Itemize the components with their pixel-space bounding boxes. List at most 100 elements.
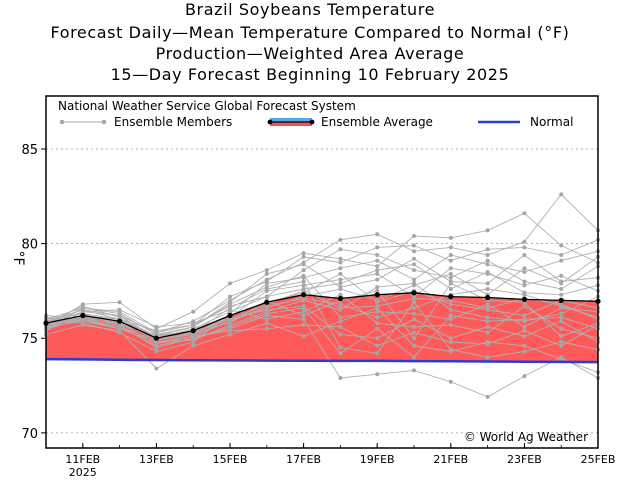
ensemble-member-point xyxy=(80,309,85,314)
ensemble-member-point xyxy=(522,349,527,354)
legend-average-swatch xyxy=(267,118,315,126)
ensemble-member-point xyxy=(412,343,416,348)
legend-item-normal: Normal xyxy=(530,115,573,129)
ensemble-member-point xyxy=(301,254,306,259)
ensemble-member-point xyxy=(117,326,122,331)
ensemble-member-point xyxy=(338,277,343,282)
copyright-annotation: © World Ag Weather xyxy=(464,430,588,444)
ensemble-member-line xyxy=(45,282,599,339)
chart-title: Brazil Soybeans Temperature xyxy=(184,0,436,19)
ensemble-member-point xyxy=(412,300,416,305)
ensemble-member-point xyxy=(522,324,527,329)
legend: National Weather Service Global Forecast… xyxy=(58,99,573,129)
ensemble-member-point xyxy=(448,298,453,303)
ensemble-member-point xyxy=(485,355,490,360)
ensemble-member-point xyxy=(375,264,380,269)
ensemble-member-point xyxy=(485,270,490,274)
ensemble-member-point xyxy=(485,287,490,291)
ensemble-member-point xyxy=(448,340,453,344)
ensemble-member-point xyxy=(228,324,232,329)
ensemble-member-point xyxy=(301,306,306,310)
ensemble-average-point xyxy=(227,312,233,319)
ensemble-member-point xyxy=(559,273,564,278)
ensemble-member-point xyxy=(559,343,564,348)
legend-item-ensemble-average: Ensemble Average xyxy=(321,115,433,129)
ensemble-member-point xyxy=(485,247,490,252)
ensemble-average-point xyxy=(190,328,196,334)
ensemble-member-point xyxy=(412,249,416,254)
ensemble-member-point xyxy=(154,366,159,371)
ensemble-member-point xyxy=(264,285,269,290)
ensemble-member-point xyxy=(228,317,232,322)
ensemble-member-line xyxy=(45,280,599,358)
members-layer xyxy=(44,192,600,399)
ensemble-member-point xyxy=(338,351,343,356)
ensemble-member-point xyxy=(191,343,196,348)
ensemble-member-point xyxy=(338,332,343,337)
ensemble-member-point xyxy=(338,292,343,297)
ensemble-member-point xyxy=(154,330,159,335)
ensemble-member-point xyxy=(80,317,85,322)
ensemble-member-line xyxy=(45,212,599,330)
ensemble-member-point xyxy=(559,258,564,263)
ensemble-member-point xyxy=(117,309,122,314)
ensemble-member-point xyxy=(522,239,527,244)
ensemble-member-point xyxy=(228,328,232,333)
ensemble-member-point xyxy=(338,266,343,271)
y-tick-label: 70 xyxy=(21,427,38,442)
ensemble-average-point xyxy=(301,292,307,298)
ensemble-member-point xyxy=(412,277,416,282)
ensemble-member-point xyxy=(412,296,416,301)
ensemble-member-point xyxy=(448,302,453,307)
ensemble-member-point xyxy=(301,279,306,284)
ensemble-member-point xyxy=(559,334,564,339)
x-tick-label: 25FEB xyxy=(581,453,616,466)
ensemble-member-point xyxy=(338,247,343,252)
ensemble-member-point xyxy=(448,307,453,312)
ensemble-member-point xyxy=(264,294,269,299)
ensemble-member-point xyxy=(264,268,269,273)
legend-item-ensemble-members: Ensemble Members xyxy=(114,115,232,129)
lines-layer xyxy=(43,290,601,364)
ensemble-member-point xyxy=(228,306,232,310)
ensemble-member-point xyxy=(559,253,564,257)
ensemble-member-point xyxy=(485,258,490,263)
ensemble-member-point xyxy=(338,315,343,320)
ensemble-member-point xyxy=(154,343,159,348)
ensemble-member-point xyxy=(448,271,453,276)
ensemble-member-point xyxy=(228,332,232,337)
ensemble-member-line xyxy=(45,250,599,352)
ensemble-member-point xyxy=(559,281,564,286)
ensemble-member-point xyxy=(375,277,380,282)
ensemble-member-point xyxy=(375,298,380,303)
plot-frame xyxy=(45,95,599,449)
ensemble-member-point xyxy=(191,323,196,327)
ensemble-member-point xyxy=(485,394,490,399)
ensemble-member-point xyxy=(485,306,490,310)
ensemble-member-point xyxy=(117,313,122,318)
ensemble-member-point xyxy=(228,309,232,314)
ensemble-member-point xyxy=(375,288,380,293)
ensemble-member-point xyxy=(412,317,416,322)
ensemble-member-point xyxy=(559,315,564,320)
ensemble-average-point xyxy=(80,312,86,319)
x-tick-label: 19FEB xyxy=(360,453,395,466)
ensemble-member-point xyxy=(522,317,527,322)
ensemble-average-line xyxy=(45,292,599,339)
ensemble-average-point xyxy=(558,297,564,303)
ensemble-member-line xyxy=(45,273,599,341)
x-tick-label: 11FEB xyxy=(65,453,100,466)
ensemble-member-point xyxy=(301,309,306,314)
ensemble-member-point xyxy=(228,302,232,307)
ensemble-member-point xyxy=(264,271,269,276)
ensemble-member-line xyxy=(45,307,599,373)
ensemble-member-point xyxy=(522,253,527,257)
ensemble-member-point xyxy=(301,273,306,278)
ensemble-member-point xyxy=(375,326,380,331)
ensemble-member-point xyxy=(154,349,159,354)
normal-line xyxy=(45,357,599,364)
ensemble-member-point xyxy=(522,245,527,250)
ensemble-member-line xyxy=(45,294,599,339)
